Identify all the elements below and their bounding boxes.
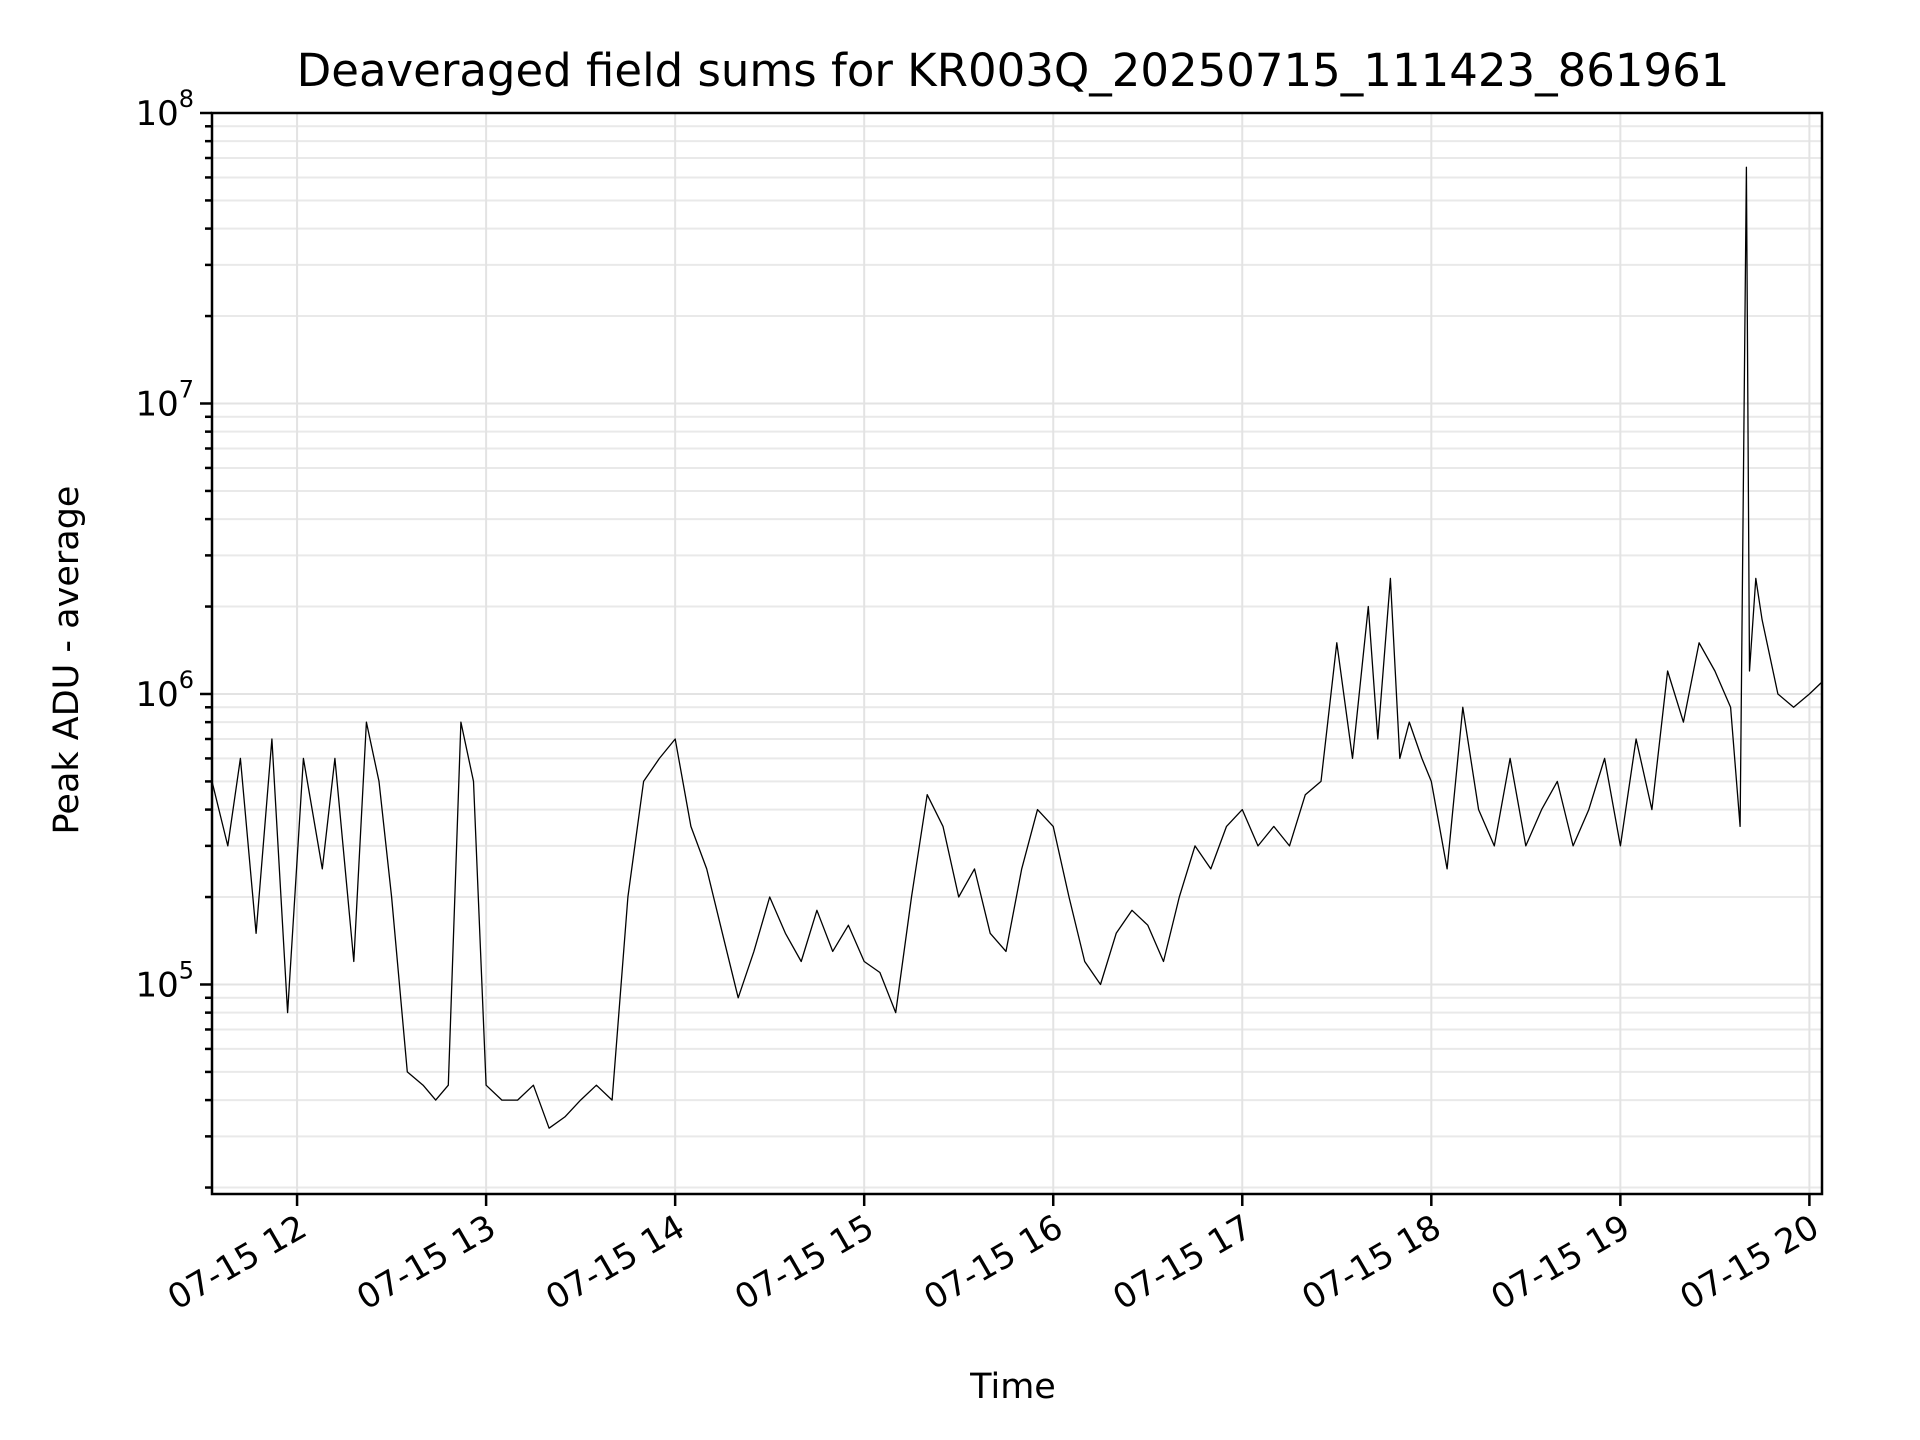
x-tick-label: 07-15 20 [1674,1207,1826,1318]
y-tick-base: 10 [135,675,178,715]
chart-title: Deaveraged field sums for KR003Q_2025071… [297,44,1730,97]
y-tick-label: 107 [135,375,194,424]
x-tick-label: 07-15 15 [728,1207,880,1318]
x-tick-label: 07-15 14 [539,1207,691,1318]
x-tick-label: 07-15 13 [350,1207,502,1318]
x-axis-label: Time [969,1367,1056,1407]
y-tick-exponent: 6 [179,666,194,694]
y-tick-exponent: 7 [179,375,194,403]
x-tick-label: 07-15 16 [917,1207,1069,1318]
x-tick-label: 07-15 18 [1295,1207,1447,1318]
y-tick-label: 105 [135,956,194,1005]
y-tick-base: 10 [135,384,178,424]
y-tick-label: 108 [135,85,194,134]
y-tick-label: 106 [135,666,194,715]
x-axis: 07-15 12 07-15 13 07-15 14 07-15 15 07-15 16… [161,1194,1826,1318]
y-tick-base: 10 [135,965,178,1005]
x-tick-label: 07-15 17 [1106,1207,1258,1318]
series-line [211,166,1823,1129]
y-axis-label: Peak ADU - average [47,486,87,835]
series-layer [211,166,1823,1129]
y-tick-exponent: 5 [179,956,194,984]
grid [212,112,1822,1194]
x-tick-label: 07-15 19 [1484,1207,1636,1318]
y-tick-base: 10 [135,94,178,134]
y-tick-exponent: 8 [179,85,194,113]
plot-area-frame [210,111,1824,1196]
x-tick-label: 07-15 12 [161,1207,313,1318]
